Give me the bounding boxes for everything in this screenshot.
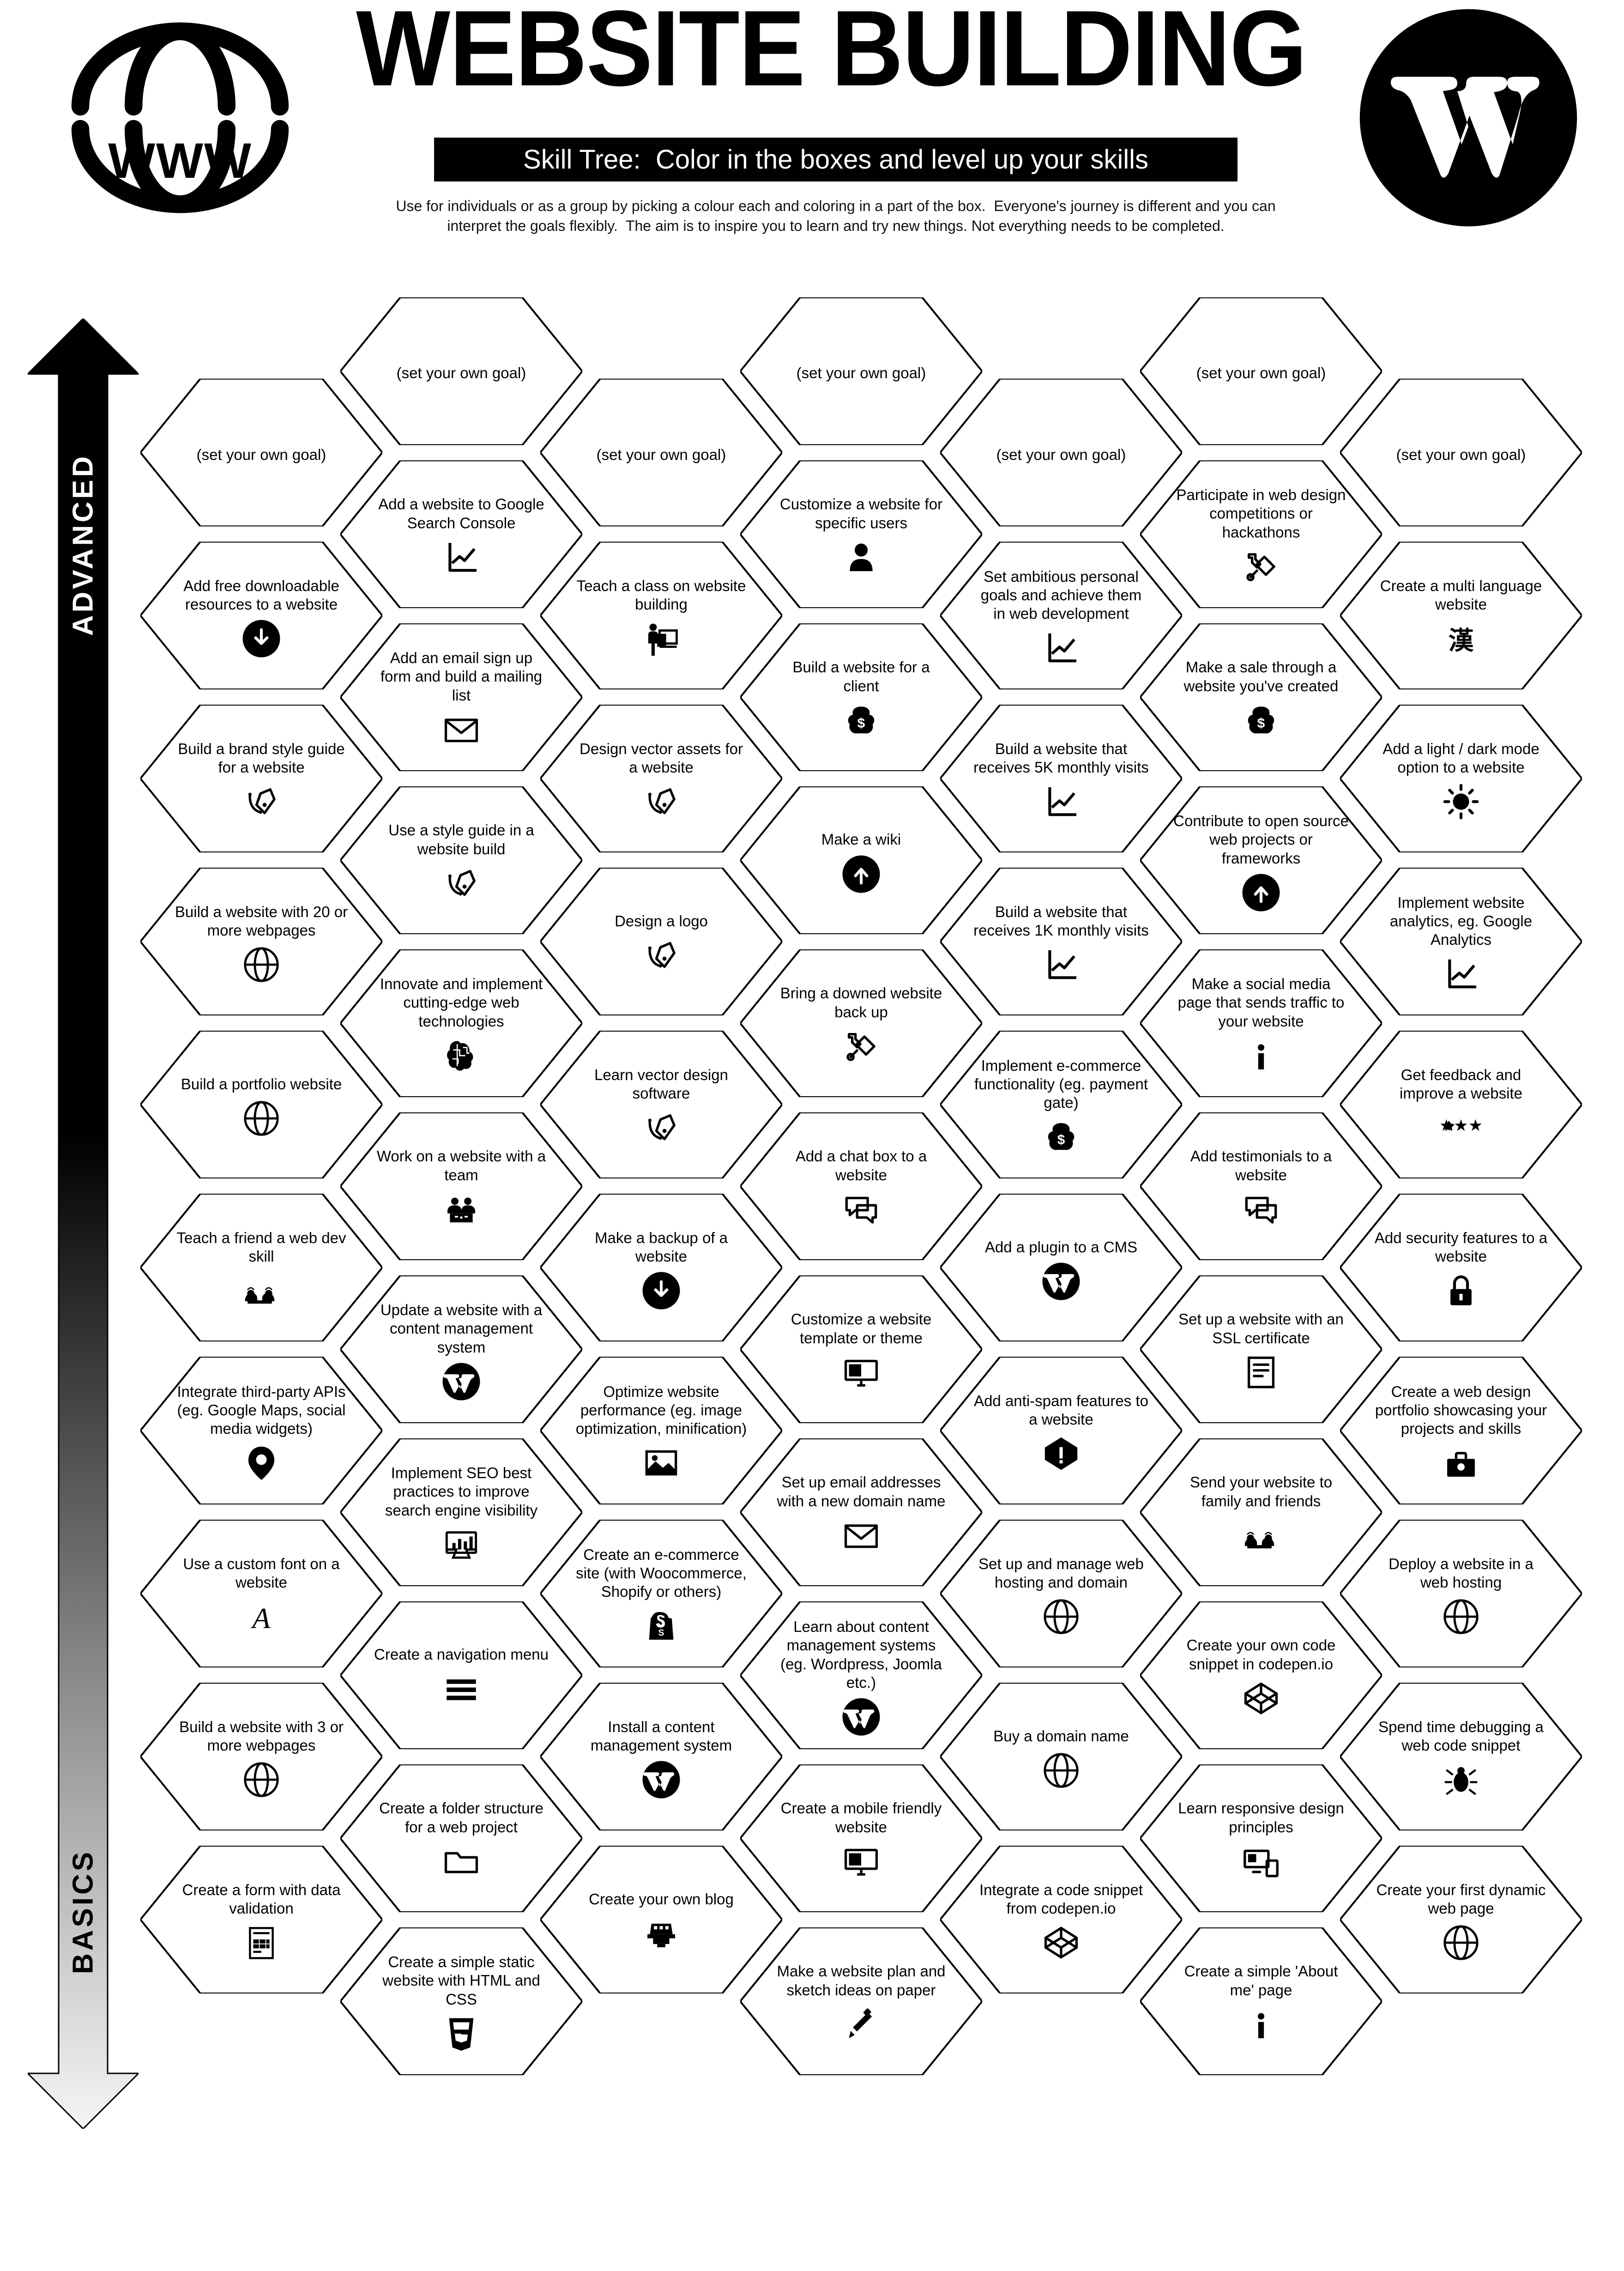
svg-text:漢: 漢 xyxy=(1449,627,1474,655)
svg-text:$: $ xyxy=(1257,716,1265,731)
svg-text:$: $ xyxy=(1057,1132,1065,1148)
svg-text:S: S xyxy=(658,1628,664,1638)
svg-text:A: A xyxy=(251,1602,271,1635)
svg-text:★★★★★: ★★★★★ xyxy=(1441,1117,1481,1135)
svg-text:$: $ xyxy=(857,716,865,731)
